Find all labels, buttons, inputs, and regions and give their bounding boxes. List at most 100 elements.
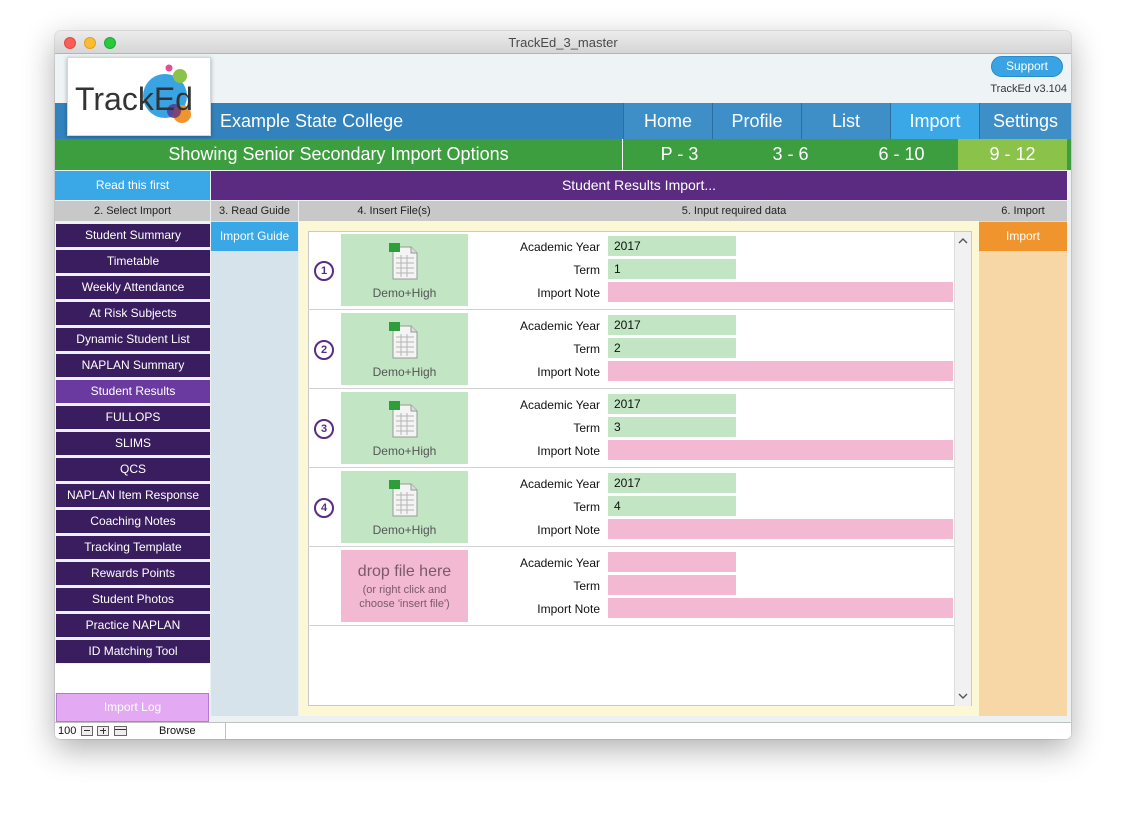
list-scrollbar[interactable] xyxy=(954,232,971,706)
sidebar-item-tracking-template[interactable]: Tracking Template xyxy=(56,536,210,559)
status-bar: 100 Browse xyxy=(55,722,1071,739)
spreadsheet-file-icon xyxy=(389,480,418,517)
header-import: 6. Import xyxy=(979,201,1067,221)
nav-settings[interactable]: Settings xyxy=(979,103,1071,139)
row-number-badge: 4 xyxy=(314,498,334,518)
chevron-up-icon[interactable] xyxy=(958,237,968,244)
drop-zone-hint-1: (or right click and xyxy=(362,584,447,596)
nav-import[interactable]: Import xyxy=(890,103,979,139)
window-title: TrackEd_3_master xyxy=(508,35,618,50)
zoom-in-icon[interactable] xyxy=(97,726,109,736)
status-divider xyxy=(225,723,226,739)
import-log-button[interactable]: Import Log xyxy=(56,693,209,722)
term-field[interactable]: 1 xyxy=(608,259,736,279)
file-container-3[interactable]: Demo+High xyxy=(341,392,468,464)
mode-label[interactable]: Browse xyxy=(159,725,196,737)
nav-profile[interactable]: Profile xyxy=(712,103,801,139)
import-note-label: Import Note xyxy=(537,523,600,537)
drop-zone-hint-2: choose 'insert file') xyxy=(359,598,450,610)
year-tab-9-12[interactable]: 9 - 12 xyxy=(958,139,1067,170)
sidebar-item-coaching-notes[interactable]: Coaching Notes xyxy=(56,510,210,533)
sidebar-item-id-matching-tool[interactable]: ID Matching Tool xyxy=(56,640,210,663)
sidebar-item-student-summary[interactable]: Student Summary xyxy=(56,224,210,247)
logo-purple-dot xyxy=(167,104,181,118)
import-guide-button[interactable]: Import Guide xyxy=(211,222,298,251)
year-tab-6-10[interactable]: 6 - 10 xyxy=(878,144,925,164)
logo-green-dot xyxy=(173,69,187,83)
term-label: Term xyxy=(573,342,600,356)
sidebar-spacer xyxy=(55,664,210,693)
spreadsheet-file-icon xyxy=(389,243,418,280)
import-note-field[interactable] xyxy=(608,361,953,381)
header-input-data: 5. Input required data xyxy=(489,201,979,221)
sidebar-item-weekly-attendance[interactable]: Weekly Attendance xyxy=(56,276,210,299)
read-first-button[interactable]: Read this first xyxy=(55,171,210,200)
import-button[interactable]: Import xyxy=(979,222,1067,251)
academic-year-field[interactable]: 2017 xyxy=(608,473,736,493)
row-divider xyxy=(308,546,954,547)
title-bar: TrackEd_3_master xyxy=(55,31,1071,54)
import-note-field[interactable] xyxy=(608,598,953,618)
app-content: Support TrackEd v3.104 Example State Col… xyxy=(55,54,1071,739)
import-column xyxy=(979,221,1067,716)
import-rows-list xyxy=(308,231,972,706)
term-field[interactable]: 2 xyxy=(608,338,736,358)
academic-year-field[interactable]: 2017 xyxy=(608,394,736,414)
academic-year-field[interactable]: 2017 xyxy=(608,315,736,335)
options-bar xyxy=(55,139,1071,170)
logo-graphic: TrackEd xyxy=(75,64,193,123)
import-note-field[interactable] xyxy=(608,440,953,460)
toolbar-toggle-icon[interactable] xyxy=(114,726,127,736)
sidebar-item-fullops[interactable]: FULLOPS xyxy=(56,406,210,429)
minimize-window-button[interactable] xyxy=(84,37,96,49)
term-label: Term xyxy=(573,500,600,514)
row-divider xyxy=(308,467,954,468)
term-field[interactable]: 3 xyxy=(608,417,736,437)
zoom-out-icon[interactable] xyxy=(81,726,93,736)
sidebar-item-slims[interactable]: SLIMS xyxy=(56,432,210,455)
year-tab-3-6[interactable]: 3 - 6 xyxy=(772,144,809,164)
drop-file-zone[interactable]: drop file here (or right click and choos… xyxy=(341,550,468,622)
spreadsheet-file-icon xyxy=(389,401,418,438)
tracked-logo[interactable]: TrackEd xyxy=(67,57,211,136)
sidebar-item-qcs[interactable]: QCS xyxy=(56,458,210,481)
chevron-down-icon[interactable] xyxy=(958,693,968,700)
file-container-2[interactable]: Demo+High xyxy=(341,313,468,385)
file-label: Demo+High xyxy=(372,286,437,300)
term-label: Term xyxy=(573,263,600,277)
term-label: Term xyxy=(573,421,600,435)
file-container-4[interactable]: Demo+High xyxy=(341,471,468,543)
zoom-window-button[interactable] xyxy=(104,37,116,49)
file-label: Demo+High xyxy=(372,523,437,537)
read-guide-column xyxy=(211,221,298,716)
import-note-field[interactable] xyxy=(608,282,953,302)
file-container-1[interactable]: Demo+High xyxy=(341,234,468,306)
import-note-label: Import Note xyxy=(537,602,600,616)
import-note-field[interactable] xyxy=(608,519,953,539)
support-button[interactable]: Support xyxy=(991,56,1063,77)
sidebar-item-rewards-points[interactable]: Rewards Points xyxy=(56,562,210,585)
sidebar-item-naplan-summary[interactable]: NAPLAN Summary xyxy=(56,354,210,377)
section-title: Student Results Import... xyxy=(211,171,1067,200)
academic-year-field[interactable]: 2017 xyxy=(608,236,736,256)
sidebar-item-student-photos[interactable]: Student Photos xyxy=(56,588,210,611)
zoom-level[interactable]: 100 xyxy=(58,725,77,737)
close-window-button[interactable] xyxy=(64,37,76,49)
row-number-badge: 2 xyxy=(314,340,334,360)
year-tab-p-3[interactable]: P - 3 xyxy=(660,144,699,164)
sidebar-item-student-results[interactable]: Student Results xyxy=(56,380,210,403)
academic-year-field[interactable] xyxy=(608,552,736,572)
nav-home[interactable]: Home xyxy=(623,103,712,139)
row-number-badge: 1 xyxy=(314,261,334,281)
nav-list[interactable]: List xyxy=(801,103,890,139)
term-field[interactable]: 4 xyxy=(608,496,736,516)
term-field[interactable] xyxy=(608,575,736,595)
sidebar-item-practice-naplan[interactable]: Practice NAPLAN xyxy=(56,614,210,637)
sidebar-item-naplan-item-response[interactable]: NAPLAN Item Response xyxy=(56,484,210,507)
sidebar-item-at-risk-subjects[interactable]: At Risk Subjects xyxy=(56,302,210,325)
sidebar-item-dynamic-student-list[interactable]: Dynamic Student List xyxy=(56,328,210,351)
sidebar-item-timetable[interactable]: Timetable xyxy=(56,250,210,273)
options-title: Showing Senior Secondary Import Options xyxy=(55,139,623,170)
term-label: Term xyxy=(573,579,600,593)
header-insert-files: 4. Insert File(s) xyxy=(299,201,489,221)
